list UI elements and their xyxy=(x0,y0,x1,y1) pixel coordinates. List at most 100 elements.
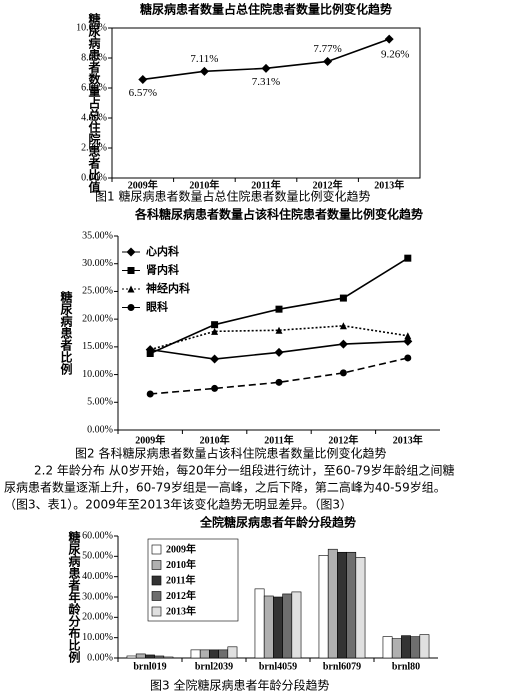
bar xyxy=(145,654,155,659)
x-tick-label: brnl80 xyxy=(392,661,420,672)
legend-label: 心内科 xyxy=(146,244,179,258)
y-tick-label: 30.00% xyxy=(82,591,113,602)
marker xyxy=(146,346,154,354)
y-tick-label: 6.00% xyxy=(81,82,107,93)
x-tick-label: 2009年 xyxy=(128,178,158,191)
marker xyxy=(261,63,271,73)
y-tick-label: 20.00% xyxy=(82,612,113,623)
data-label: 7.31% xyxy=(252,76,280,88)
x-tick-label: brnl019 xyxy=(133,661,166,672)
y-tick-label: 5.00% xyxy=(87,397,113,408)
data-label: 6.57% xyxy=(129,87,157,99)
legend-label: 神经内科 xyxy=(146,281,190,295)
marker xyxy=(138,74,148,84)
caption: 图3 全院糖尿病患者年龄分段趋势 xyxy=(150,678,329,693)
bar xyxy=(419,634,430,659)
marker xyxy=(275,305,283,313)
x-tick-label: 2010年 xyxy=(189,178,219,191)
x-tick-label: brnl2039 xyxy=(195,661,233,672)
marker xyxy=(339,369,347,377)
chart-title: 全院糖尿病患者年龄分段趋势 xyxy=(199,515,356,530)
marker xyxy=(339,322,347,330)
marker xyxy=(127,304,135,311)
bar xyxy=(154,655,165,659)
marker xyxy=(127,285,135,293)
bar xyxy=(218,649,229,659)
bar xyxy=(355,557,366,659)
legend-label: 2012年 xyxy=(166,589,196,602)
marker xyxy=(211,327,219,335)
y-tick-label: 10.00% xyxy=(82,369,113,380)
marker xyxy=(146,390,154,398)
x-tick-label: brnl4059 xyxy=(259,661,297,672)
y-axis-label: 糖尿病患者比例 xyxy=(59,290,73,376)
y-tick-label: 40.00% xyxy=(82,571,113,582)
y-tick-label: 25.00% xyxy=(82,286,113,297)
legend-swatch xyxy=(151,560,162,570)
legend-label: 肾内科 xyxy=(146,263,179,277)
y-tick-label: 0.00% xyxy=(87,652,113,663)
legend-swatch xyxy=(151,544,162,555)
marker xyxy=(274,347,284,357)
bar xyxy=(382,636,393,659)
bar xyxy=(190,649,201,659)
x-tick-label: 2012年 xyxy=(313,178,343,191)
marker xyxy=(199,66,209,76)
y-tick-label: 15.00% xyxy=(82,341,113,352)
marker xyxy=(384,34,394,44)
y-tick-label: 60.00% xyxy=(82,530,113,541)
legend-label: 2011年 xyxy=(166,573,195,586)
marker xyxy=(339,294,347,302)
y-tick-label: 0.00% xyxy=(81,172,107,183)
line xyxy=(149,324,408,351)
y-tick-label: 30.00% xyxy=(82,258,113,269)
marker xyxy=(275,378,283,386)
x-tick-label: 2009年 xyxy=(135,433,165,446)
marker xyxy=(210,354,220,364)
legend-swatch xyxy=(151,591,162,601)
x-tick-label: 2011年 xyxy=(264,433,293,446)
chart-title: 糖尿病患者数量占总住院患者数量比例变化趋势 xyxy=(140,2,392,17)
bar xyxy=(126,655,137,659)
bar xyxy=(273,596,283,659)
x-tick-label: 2011年 xyxy=(251,178,280,191)
bar xyxy=(227,646,238,659)
marker xyxy=(338,339,348,349)
legend-swatch xyxy=(151,606,162,617)
x-tick-label: 2013年 xyxy=(393,433,423,446)
y-tick-label: 20.00% xyxy=(82,313,113,324)
marker xyxy=(404,332,412,340)
data-label: 7.11% xyxy=(190,53,218,65)
legend-box xyxy=(147,538,239,622)
y-tick-label: 8.00% xyxy=(81,52,107,63)
bar xyxy=(282,593,293,659)
bar xyxy=(327,548,338,659)
bar xyxy=(163,656,174,659)
marker xyxy=(404,254,412,262)
y-tick-label: 0.00% xyxy=(87,424,113,435)
bar xyxy=(254,588,265,659)
x-tick-label: 2012年 xyxy=(328,433,358,446)
bar xyxy=(391,638,402,659)
y-tick-label: 4.00% xyxy=(81,112,107,123)
marker xyxy=(127,267,135,274)
x-tick-label: brnl6079 xyxy=(323,661,361,672)
y-tick-label: 50.00% xyxy=(82,551,113,562)
data-label: 9.26% xyxy=(381,49,409,61)
x-tick-label: 2013年 xyxy=(374,178,404,191)
caption: 图1 糖尿病患者数量占总住院患者数量比例变化趋势 xyxy=(95,189,370,204)
marker xyxy=(211,321,219,329)
legend-label: 眼科 xyxy=(146,300,168,314)
line xyxy=(142,38,390,81)
y-tick-label: 2.00% xyxy=(81,142,107,153)
marker xyxy=(323,56,333,66)
bar xyxy=(199,649,210,659)
x-tick-label: 2010年 xyxy=(200,433,230,446)
paragraph-line: （图3、表1）。2009年至2013年该变化趋势无明显差异。（图3） xyxy=(4,497,352,512)
y-tick-label: 10.00% xyxy=(82,632,113,643)
plot-frame xyxy=(111,27,421,179)
line xyxy=(150,357,408,395)
marker xyxy=(126,247,136,257)
legend-label: 2010年 xyxy=(166,558,196,571)
